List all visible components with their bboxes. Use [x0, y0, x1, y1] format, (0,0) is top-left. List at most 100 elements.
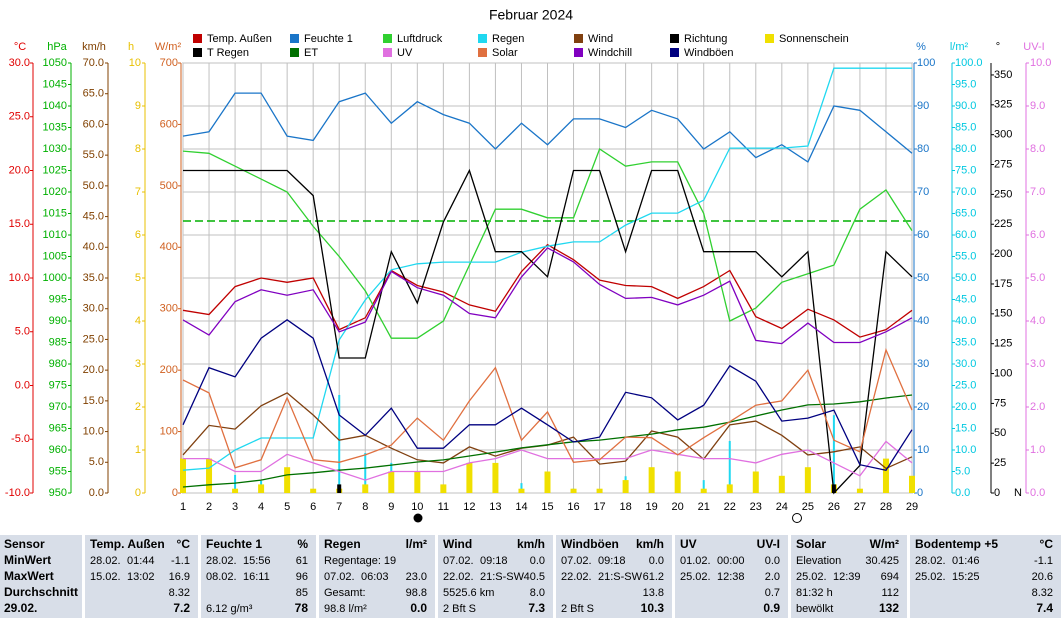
column-header: Solar	[796, 537, 826, 551]
axis-tick-label: 325	[994, 99, 1012, 111]
x-tick-label: 18	[619, 501, 631, 513]
bar	[856, 488, 863, 493]
cell-value: -1.1	[1034, 555, 1053, 567]
cell-extra: 6.12 g/m³	[206, 603, 253, 615]
axis-tick-label: 250	[994, 188, 1012, 200]
axis-tick-label: 1035	[43, 121, 67, 133]
cell-value: 78	[295, 601, 309, 615]
bar	[778, 475, 785, 493]
series-line	[182, 319, 913, 472]
cell-value: 20.6	[1032, 571, 1053, 583]
x-tick-label: 29	[906, 501, 918, 513]
x-tick-label: 4	[258, 501, 264, 513]
column-unit: l/m²	[406, 537, 427, 551]
axis-tick-label: 80.0	[955, 143, 976, 155]
legend-swatch	[193, 34, 202, 43]
bar	[232, 488, 239, 493]
bar	[700, 488, 707, 493]
cell-time: 15:25	[952, 571, 980, 583]
axis-tick-label: 10.0	[1030, 57, 1051, 69]
row-label: MaxWert	[4, 569, 54, 583]
axis-tick-label: 40	[917, 315, 929, 327]
axis-tick-label: 0	[917, 487, 923, 499]
axis-tick-label: 955	[49, 465, 67, 477]
cell-time: 09:18	[598, 555, 626, 567]
axis-tick-label: 20.0	[83, 364, 104, 376]
cell-value: 10.3	[641, 601, 665, 615]
cell-value: 7.4	[1036, 601, 1053, 615]
legend-label: Windböen	[684, 47, 734, 59]
axis-tick-label: 15.0	[9, 218, 30, 230]
axis-tick-label: 960	[49, 444, 67, 456]
bar	[388, 471, 395, 493]
axis-tick-label: 20.0	[955, 401, 976, 413]
cell-time: 21:S-SW	[598, 571, 643, 583]
column-unit: °C	[1040, 537, 1054, 551]
axis-tick-label: 70.0	[955, 186, 976, 198]
legend-label: Windchill	[588, 47, 632, 59]
axis-tick-label: 60.0	[955, 229, 976, 241]
axis-tick-label: 30.0	[9, 57, 30, 69]
axis-tick-label: 0.0	[89, 487, 104, 499]
column-header: Temp. Außen	[90, 537, 165, 551]
bar	[492, 462, 499, 493]
axis-tick-label: 1000	[43, 272, 67, 284]
axis-tick-label: 50	[917, 272, 929, 284]
legend-swatch	[290, 34, 299, 43]
legend-label: Regen	[492, 33, 524, 45]
cell-time: 21:S-SW	[480, 571, 525, 583]
cell-value: 0.7	[765, 587, 780, 599]
cell-date: 22.02.	[443, 571, 474, 583]
x-tick-label: 20	[672, 501, 684, 513]
axis-tick-label: 400	[160, 241, 178, 253]
bar	[882, 458, 889, 493]
cell-value: -1.1	[171, 555, 190, 567]
cell-label: Gesamt:	[324, 587, 366, 599]
axis-tick-label: 80	[917, 143, 929, 155]
x-tick-label: 1	[180, 501, 186, 513]
axis-tick-label: 995	[49, 293, 67, 305]
axis-tick-label: 10	[917, 444, 929, 456]
axis-tick-label: 25	[994, 457, 1006, 469]
axis-unit: l/m²	[950, 41, 969, 53]
axis-tick-label: 7	[135, 186, 141, 198]
axis-tick-label: 5	[135, 272, 141, 284]
cell-value: 0.0	[530, 555, 545, 567]
bar	[258, 484, 265, 493]
legend-label: T Regen	[207, 47, 249, 59]
bar	[466, 462, 473, 493]
axis-unit: W/m²	[155, 41, 182, 53]
cell-date: 28.02.	[915, 555, 946, 567]
cell-time: 16:11	[243, 571, 270, 583]
cell-label: 81:32 h	[796, 587, 833, 599]
cell-value: 30.425	[865, 555, 899, 567]
x-tick-label: 11	[438, 501, 449, 513]
axis-tick-label: 700	[160, 57, 178, 69]
axis-tick-label: 60	[917, 229, 929, 241]
cell-date: 01.02.	[680, 555, 711, 567]
axis-north-label: N	[1014, 487, 1022, 499]
table-column	[556, 535, 672, 618]
x-tick-label: 12	[463, 501, 475, 513]
axis-tick-label: 25.0	[83, 333, 104, 345]
column-unit: °C	[177, 537, 191, 551]
axis-tick-label: 1.0	[1030, 444, 1045, 456]
axis-unit: km/h	[82, 41, 106, 53]
cell-date: 07.02.	[561, 555, 592, 567]
axis-tick-label: 1010	[43, 229, 67, 241]
axis-tick-label: 3	[135, 358, 141, 370]
cell-time: 13:02	[127, 571, 155, 583]
bar	[414, 471, 421, 493]
cell-time: 15:56	[243, 555, 271, 567]
legend-swatch	[478, 48, 487, 57]
table-column	[910, 535, 1061, 618]
bar	[726, 484, 733, 493]
axis-tick-label: 100	[160, 425, 178, 437]
row-label: Sensor	[4, 537, 45, 551]
axis-tick-label: 60.0	[83, 118, 104, 130]
axis-tick-label: 40.0	[83, 241, 104, 253]
axis-tick-label: 90	[917, 100, 929, 112]
axis-tick-label: 5.0	[955, 465, 970, 477]
axis-tick-label: 985	[49, 336, 67, 348]
cell-value: 7.2	[173, 601, 190, 615]
